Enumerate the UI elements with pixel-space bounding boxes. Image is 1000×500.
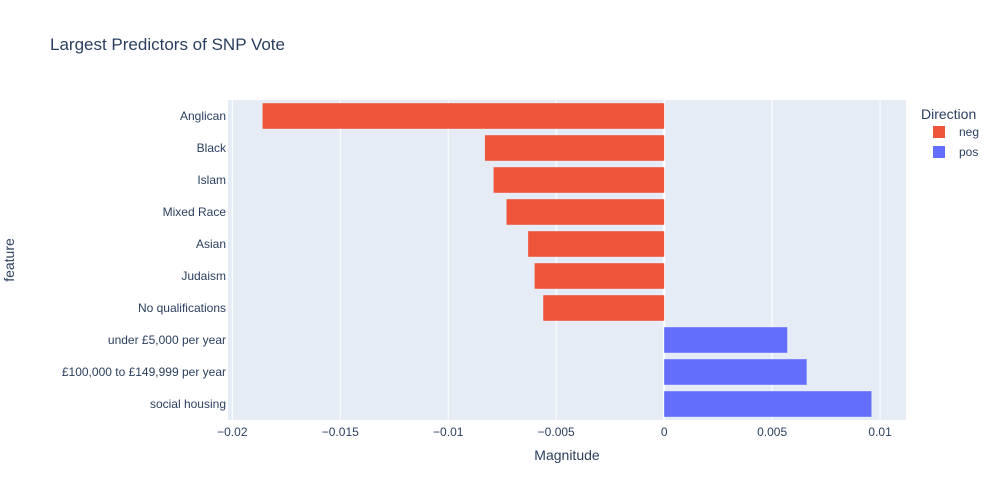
bar-pos xyxy=(664,359,807,385)
y-tick-labels: Anglican Black Islam Mixed Race Asian Judaism… xyxy=(62,109,227,411)
y-tick-label: Islam xyxy=(197,173,226,187)
y-tick-label: under £5,000 per year xyxy=(108,333,226,347)
y-axis-label: feature xyxy=(1,238,17,282)
y-tick-label: Asian xyxy=(196,237,226,251)
y-tick-label: Anglican xyxy=(180,109,226,123)
x-tick-label: 0.01 xyxy=(868,425,892,439)
legend-swatch-neg xyxy=(933,126,945,138)
x-tick-label: −0.015 xyxy=(322,425,359,439)
y-tick-label: No qualifications xyxy=(138,301,226,315)
bar-pos xyxy=(664,327,788,353)
bar-neg xyxy=(506,199,665,225)
x-tick-label: −0.01 xyxy=(433,425,464,439)
x-tick-label: −0.005 xyxy=(538,425,575,439)
x-tick-label: 0.005 xyxy=(757,425,787,439)
legend-items: neg pos xyxy=(933,125,979,159)
bar-neg xyxy=(484,135,665,161)
x-tick-label: 0 xyxy=(661,425,668,439)
x-axis-label: Magnitude xyxy=(534,447,600,463)
y-tick-label: Mixed Race xyxy=(163,205,227,219)
legend: Direction neg pos xyxy=(921,106,979,159)
legend-label-neg: neg xyxy=(959,125,979,139)
legend-title: Direction xyxy=(921,106,976,122)
bar-neg xyxy=(262,103,665,129)
legend-swatch-pos xyxy=(933,146,945,158)
bar-neg xyxy=(493,167,665,193)
x-tick-labels: −0.02 −0.015 −0.01 −0.005 0 0.005 0.01 xyxy=(217,425,892,439)
y-tick-label: Black xyxy=(197,141,227,155)
y-tick-label: social housing xyxy=(150,397,226,411)
legend-label-pos: pos xyxy=(959,145,978,159)
x-tick-label: −0.02 xyxy=(217,425,248,439)
y-tick-label: Judaism xyxy=(181,269,226,283)
y-tick-label: £100,000 to £149,999 per year xyxy=(62,365,226,379)
chart-title: Largest Predictors of SNP Vote xyxy=(50,35,285,54)
bar-neg xyxy=(528,231,665,257)
bars xyxy=(262,103,872,417)
bar-neg xyxy=(543,295,665,321)
bar-neg xyxy=(534,263,665,289)
bar-pos xyxy=(664,391,872,417)
